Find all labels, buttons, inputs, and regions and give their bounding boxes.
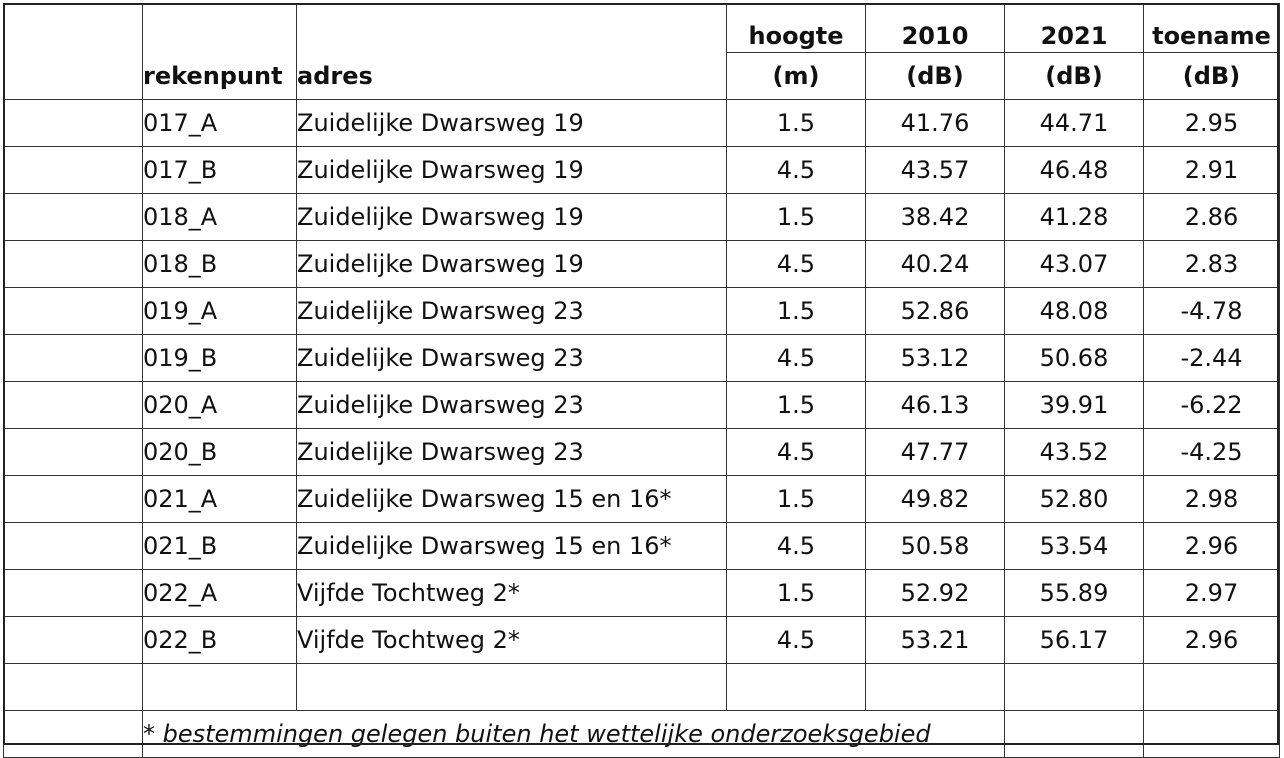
cell-adres: Vijfde Tochtweg 2* — [296, 569, 727, 617]
table-row: 018_A Zuidelijke Dwarsweg 19 1.5 38.42 41.28… — [3, 193, 1280, 241]
cell-hoogte: 4.5 — [726, 428, 866, 476]
cell-adres: Zuidelijke Dwarsweg 19 — [296, 99, 727, 147]
cell-hoogte: 1.5 — [726, 381, 866, 429]
cell-2021: 50.68 — [1004, 334, 1144, 382]
header-adres: adres — [296, 52, 727, 100]
header-blank-cell — [142, 3, 297, 53]
cell-toename: 2.97 — [1143, 569, 1280, 617]
table-row: 022_A Vijfde Tochtweg 2* 1.5 52.92 55.89 2.97 — [3, 569, 1280, 617]
cell-2021: 43.52 — [1004, 428, 1144, 476]
cell-2021: 53.54 — [1004, 522, 1144, 570]
cell-2010: 49.82 — [865, 475, 1005, 523]
cell-2021: 48.08 — [1004, 287, 1144, 335]
cell-toename: 2.83 — [1143, 240, 1280, 288]
empty-row — [3, 663, 1280, 711]
cell-adres: Zuidelijke Dwarsweg 15 en 16* — [296, 475, 727, 523]
cell-2021: 56.17 — [1004, 616, 1144, 664]
table-row: 022_B Vijfde Tochtweg 2* 4.5 53.21 56.17 2.96 — [3, 616, 1280, 664]
row-blank-cell — [3, 569, 143, 617]
cell-2010: 52.92 — [865, 569, 1005, 617]
cell-2021: 41.28 — [1004, 193, 1144, 241]
cell-toename: 2.91 — [1143, 146, 1280, 194]
empty-cell — [1143, 663, 1280, 711]
row-blank-cell — [3, 428, 143, 476]
table-row: 019_B Zuidelijke Dwarsweg 23 4.5 53.12 50.68… — [3, 334, 1280, 382]
cell-adres: Zuidelijke Dwarsweg 23 — [296, 287, 727, 335]
cell-hoogte: 1.5 — [726, 569, 866, 617]
row-blank-cell — [3, 334, 143, 382]
cell-adres: Zuidelijke Dwarsweg 23 — [296, 381, 727, 429]
header-2021: 2021 — [1004, 3, 1144, 53]
cell-adres: Zuidelijke Dwarsweg 15 en 16* — [296, 522, 727, 570]
cell-hoogte: 4.5 — [726, 146, 866, 194]
header-2010: 2010 — [865, 3, 1005, 53]
table-row: 020_B Zuidelijke Dwarsweg 23 4.5 47.77 43.52… — [3, 428, 1280, 476]
header-blank-cell — [3, 3, 143, 53]
table-row: 019_A Zuidelijke Dwarsweg 23 1.5 52.86 48.08… — [3, 287, 1280, 335]
cell-rekenpunt: 018_B — [142, 240, 297, 288]
cell-2021: 52.80 — [1004, 475, 1144, 523]
row-blank-cell — [3, 99, 143, 147]
header-blank-cell — [3, 52, 143, 100]
cell-2010: 52.86 — [865, 287, 1005, 335]
cell-2010: 50.58 — [865, 522, 1005, 570]
header-rekenpunt: rekenpunt — [142, 52, 297, 100]
cell-toename: 2.98 — [1143, 475, 1280, 523]
cell-2010: 41.76 — [865, 99, 1005, 147]
cell-rekenpunt: 017_A — [142, 99, 297, 147]
cell-2010: 46.13 — [865, 381, 1005, 429]
cell-rekenpunt: 019_A — [142, 287, 297, 335]
cell-2021: 43.07 — [1004, 240, 1144, 288]
table-row: 021_A Zuidelijke Dwarsweg 15 en 16* 1.5 49.… — [3, 475, 1280, 523]
cell-hoogte: 4.5 — [726, 522, 866, 570]
header-toename: toename — [1143, 3, 1280, 53]
empty-cell — [3, 663, 143, 711]
cell-toename: -2.44 — [1143, 334, 1280, 382]
header-toename-unit: (dB) — [1143, 52, 1280, 100]
header-row-1: hoogte 2010 2021 toename — [3, 3, 1280, 53]
cell-toename: -4.78 — [1143, 287, 1280, 335]
cell-2010: 38.42 — [865, 193, 1005, 241]
cell-hoogte: 1.5 — [726, 287, 866, 335]
empty-cell — [865, 663, 1005, 711]
cell-toename: -6.22 — [1143, 381, 1280, 429]
cell-2010: 53.12 — [865, 334, 1005, 382]
cell-rekenpunt: 022_B — [142, 616, 297, 664]
cell-hoogte: 1.5 — [726, 475, 866, 523]
header-2010-unit: (dB) — [865, 52, 1005, 100]
cell-2010: 53.21 — [865, 616, 1005, 664]
empty-cell — [726, 663, 866, 711]
header-blank-cell — [296, 3, 727, 53]
cell-2021: 46.48 — [1004, 146, 1144, 194]
cell-2021: 39.91 — [1004, 381, 1144, 429]
cell-2010: 43.57 — [865, 146, 1005, 194]
row-blank-cell — [3, 240, 143, 288]
empty-cell — [1004, 663, 1144, 711]
cell-toename: -4.25 — [1143, 428, 1280, 476]
table-row: 021_B Zuidelijke Dwarsweg 15 en 16* 4.5 50.… — [3, 522, 1280, 570]
cell-rekenpunt: 022_A — [142, 569, 297, 617]
cell-toename: 2.95 — [1143, 99, 1280, 147]
table-outer-border — [3, 3, 1279, 745]
cell-toename: 2.96 — [1143, 616, 1280, 664]
cell-2010: 47.77 — [865, 428, 1005, 476]
table-row: 020_A Zuidelijke Dwarsweg 23 1.5 46.13 39.91… — [3, 381, 1280, 429]
empty-cell — [296, 663, 727, 711]
cell-rekenpunt: 021_B — [142, 522, 297, 570]
empty-cell — [142, 663, 297, 711]
cell-hoogte: 4.5 — [726, 616, 866, 664]
cell-rekenpunt: 018_A — [142, 193, 297, 241]
row-blank-cell — [3, 475, 143, 523]
cell-adres: Zuidelijke Dwarsweg 19 — [296, 146, 727, 194]
row-blank-cell — [3, 287, 143, 335]
cell-rekenpunt: 021_A — [142, 475, 297, 523]
table-row: 018_B Zuidelijke Dwarsweg 19 4.5 40.24 43.07… — [3, 240, 1280, 288]
cell-adres: Vijfde Tochtweg 2* — [296, 616, 727, 664]
